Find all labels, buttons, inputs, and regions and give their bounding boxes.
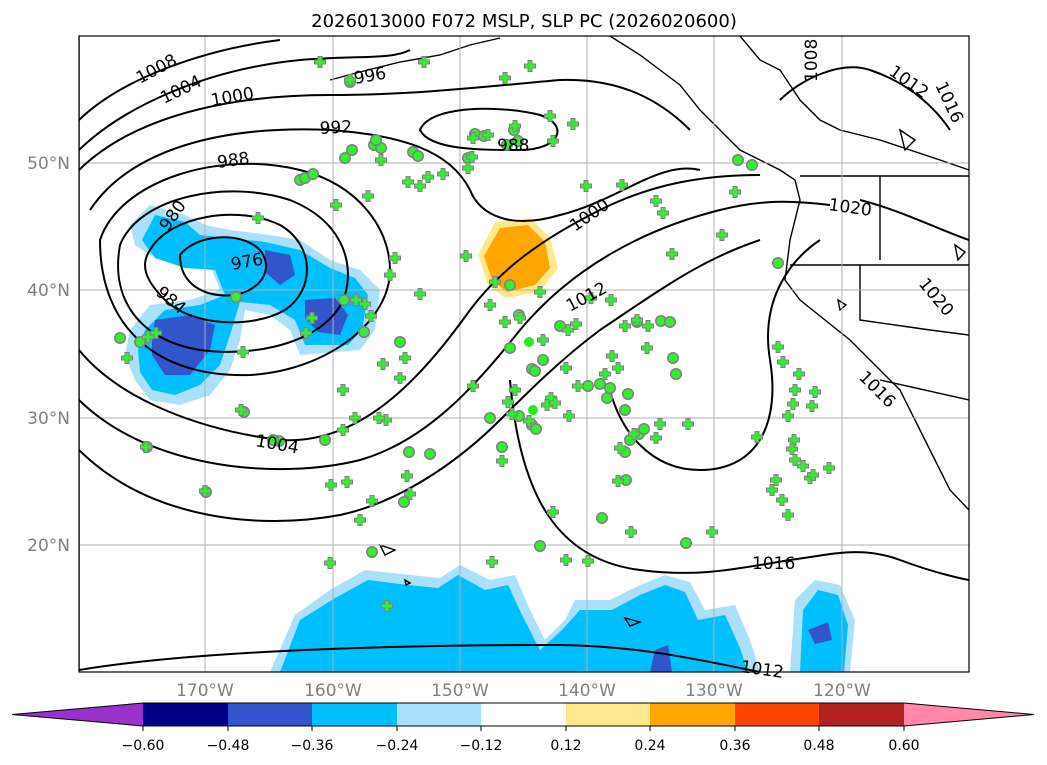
station-marker <box>772 257 784 269</box>
station-marker <box>403 446 415 458</box>
station-marker <box>601 392 613 404</box>
colorbar-tick-label: −0.48 <box>207 738 250 754</box>
colorbar-tick-label: −0.60 <box>122 738 165 754</box>
station-marker <box>537 354 549 366</box>
colorbar-segment <box>566 703 650 726</box>
lon-label: 120°W <box>813 681 871 701</box>
station-marker <box>524 337 534 347</box>
colorbar-tick-labels: −0.60 −0.48 −0.36 −0.24 −0.12 0.12 0.24 … <box>122 738 920 754</box>
colorbar-tick-label: −0.36 <box>291 738 334 754</box>
station-marker <box>230 291 242 303</box>
colorbar-tick-label: 0.48 <box>803 738 834 754</box>
station-marker <box>496 441 508 453</box>
lon-label: 150°W <box>431 681 489 701</box>
colorbar-segment <box>228 703 312 726</box>
colorbar-tick-label: 0.36 <box>719 738 750 754</box>
colorbar-segments <box>11 702 1035 727</box>
station-marker <box>358 326 370 338</box>
lat-label: 30°N <box>27 409 70 429</box>
station-markers <box>114 56 835 612</box>
colorbar-tick-label: 0.60 <box>888 738 919 754</box>
station-marker <box>114 332 126 344</box>
station-marker <box>394 336 406 348</box>
station-marker <box>534 540 546 552</box>
colorbar: −0.60 −0.48 −0.36 −0.24 −0.12 0.12 0.24 … <box>11 702 1035 754</box>
contour-label: 988 <box>497 136 529 156</box>
station-marker <box>670 368 682 380</box>
station-marker <box>529 365 541 377</box>
contour-label: 1016 <box>752 554 795 574</box>
colorbar-segment <box>397 703 481 726</box>
colorbar-segment <box>312 703 397 726</box>
coastlines <box>79 36 969 672</box>
lat-label: 20°N <box>27 536 70 556</box>
colorbar-tick-label: 0.12 <box>550 738 581 754</box>
station-marker <box>622 388 634 400</box>
station-marker <box>746 159 758 171</box>
station-marker <box>412 150 424 162</box>
station-marker <box>370 134 382 146</box>
station-marker <box>307 168 319 180</box>
map-title: 2026013000 F072 MSLP, SLP PC (2026020600… <box>311 11 737 32</box>
colorbar-extend-low <box>12 703 143 726</box>
graticule <box>79 36 969 672</box>
station-marker <box>319 434 331 446</box>
colorbar-tick-label: −0.12 <box>460 738 503 754</box>
station-marker <box>667 352 679 364</box>
station-marker <box>504 279 516 291</box>
station-marker <box>732 154 744 166</box>
station-marker <box>680 537 692 549</box>
station-marker <box>484 412 496 424</box>
station-marker <box>338 294 350 306</box>
latitude-labels: 50°N 40°N 30°N 20°N <box>27 154 70 556</box>
longitude-labels: 170°W 160°W 150°W 140°W 130°W 120°W <box>176 681 871 701</box>
station-marker <box>504 342 516 354</box>
colorbar-segment <box>481 703 566 726</box>
colorbar-segment <box>735 703 819 726</box>
contour-label: 1008 <box>802 39 822 82</box>
lat-label: 40°N <box>27 281 70 301</box>
lon-label: 140°W <box>558 681 616 701</box>
map-plot-area: 1008 1004 1000 996 992 988 980 976 984 1… <box>78 35 970 683</box>
lon-label: 170°W <box>176 681 234 701</box>
colorbar-segment <box>819 703 904 726</box>
colorbar-extend-high <box>904 703 1034 726</box>
lon-label: 160°W <box>304 681 362 701</box>
neg-anomaly-inner <box>152 250 348 375</box>
station-marker <box>346 144 358 156</box>
neg-anomaly-south-inner <box>650 622 832 672</box>
contour-label: 992 <box>319 117 352 139</box>
station-marker <box>530 423 542 435</box>
colorbar-segment <box>143 703 228 726</box>
station-marker <box>424 448 436 460</box>
station-marker <box>664 316 676 328</box>
lon-label: 130°W <box>685 681 743 701</box>
neg-anomaly-south-mid <box>280 575 848 672</box>
colorbar-tick-label: −0.24 <box>376 738 419 754</box>
station-marker <box>596 512 608 524</box>
colorbar-tick-label: 0.24 <box>634 738 665 754</box>
station-marker <box>619 404 631 416</box>
contour-label: 988 <box>216 149 251 173</box>
colorbar-ticks <box>142 726 905 731</box>
colorbar-segment <box>650 703 735 726</box>
lat-label: 50°N <box>27 154 70 174</box>
station-marker <box>528 405 538 415</box>
station-marker <box>366 546 378 558</box>
